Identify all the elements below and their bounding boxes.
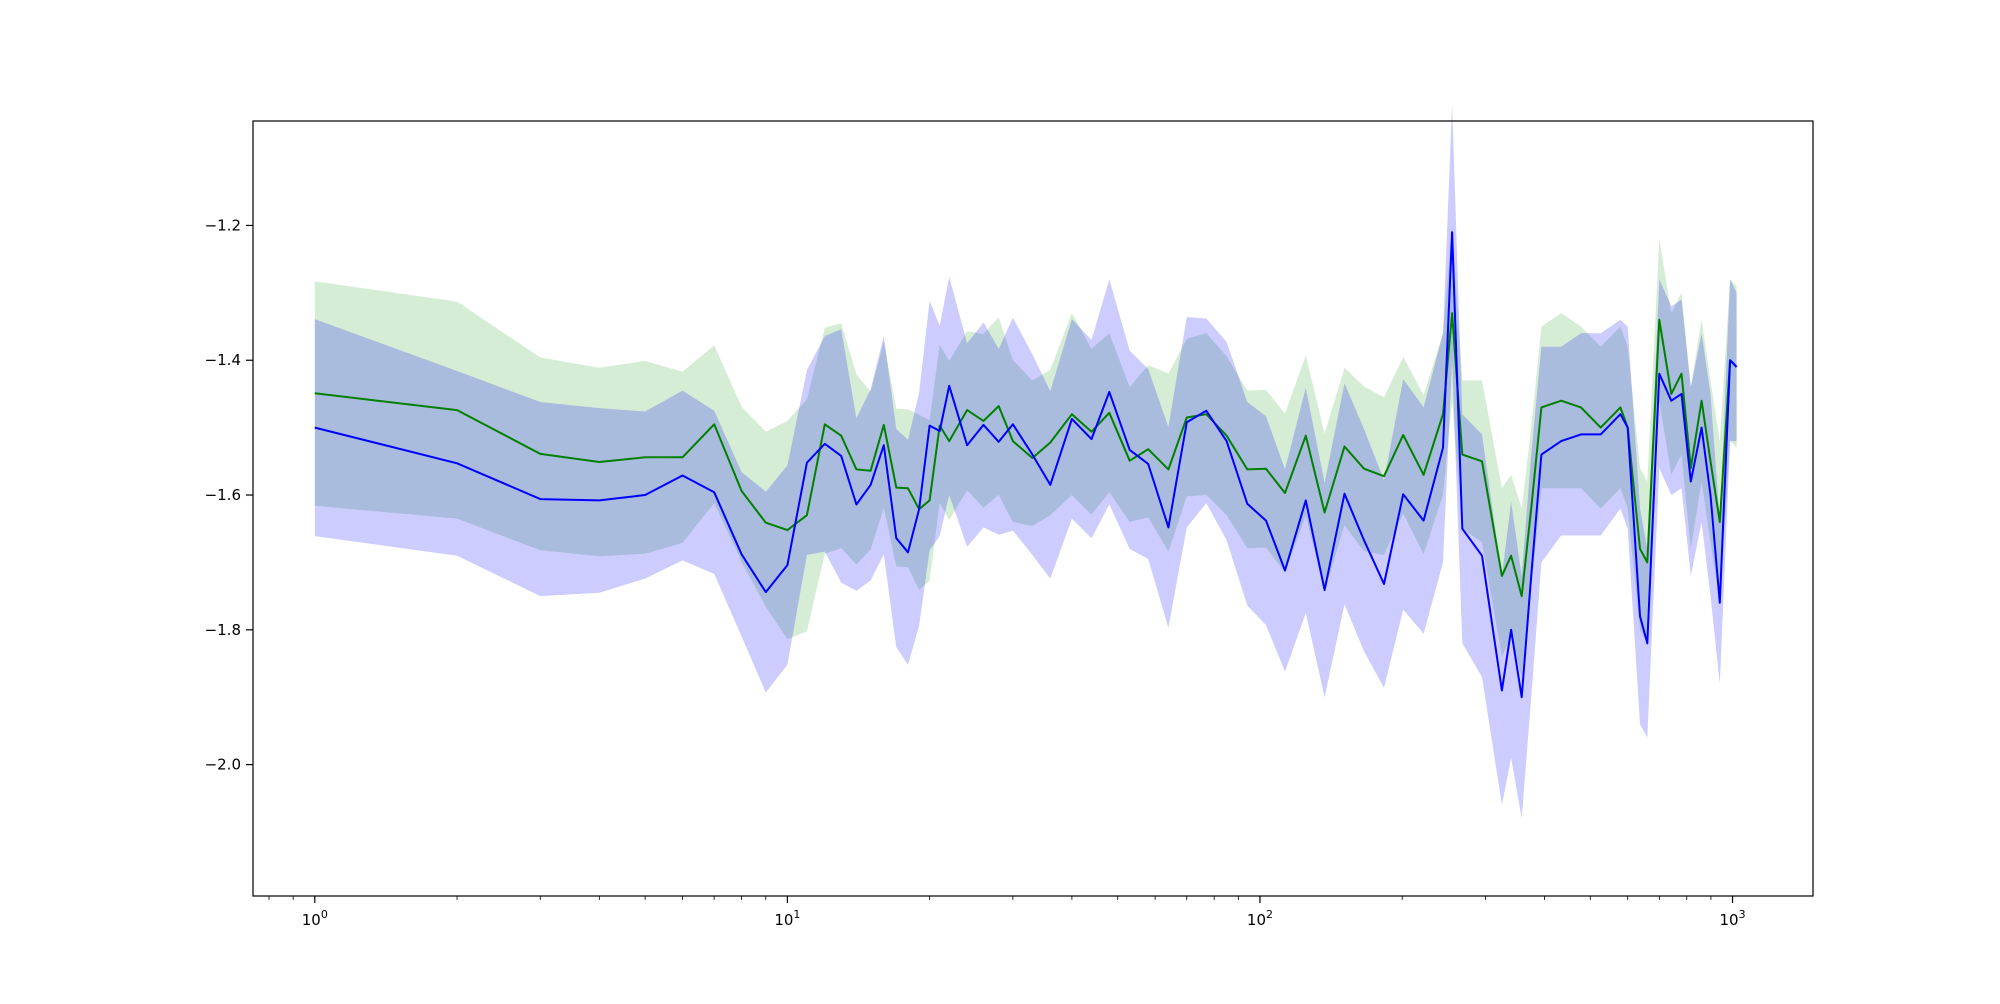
band-series-2 (314, 104, 1737, 819)
x-tick-label-3: 103 (1719, 908, 1745, 929)
line-series-2 (314, 231, 1738, 699)
x-tick-label-0: 100 (302, 908, 328, 929)
y-tick-label-1: −1.4 (205, 351, 241, 369)
x-tick-label-2: 102 (1247, 908, 1273, 929)
y-axis: −1.2 −1.4 −1.6 −1.8 −2.0 (205, 216, 253, 774)
x-axis: 100 101 102 103 (268, 896, 1746, 929)
y-tick-label-3: −1.8 (205, 621, 241, 639)
y-tick-label-2: −1.6 (205, 486, 241, 504)
y-tick-label-4: −2.0 (205, 756, 241, 774)
y-tick-label-0: −1.2 (205, 216, 241, 234)
plot-frame (252, 120, 1814, 897)
series-lines (314, 231, 1738, 699)
x-tick-label-1: 101 (774, 908, 800, 929)
